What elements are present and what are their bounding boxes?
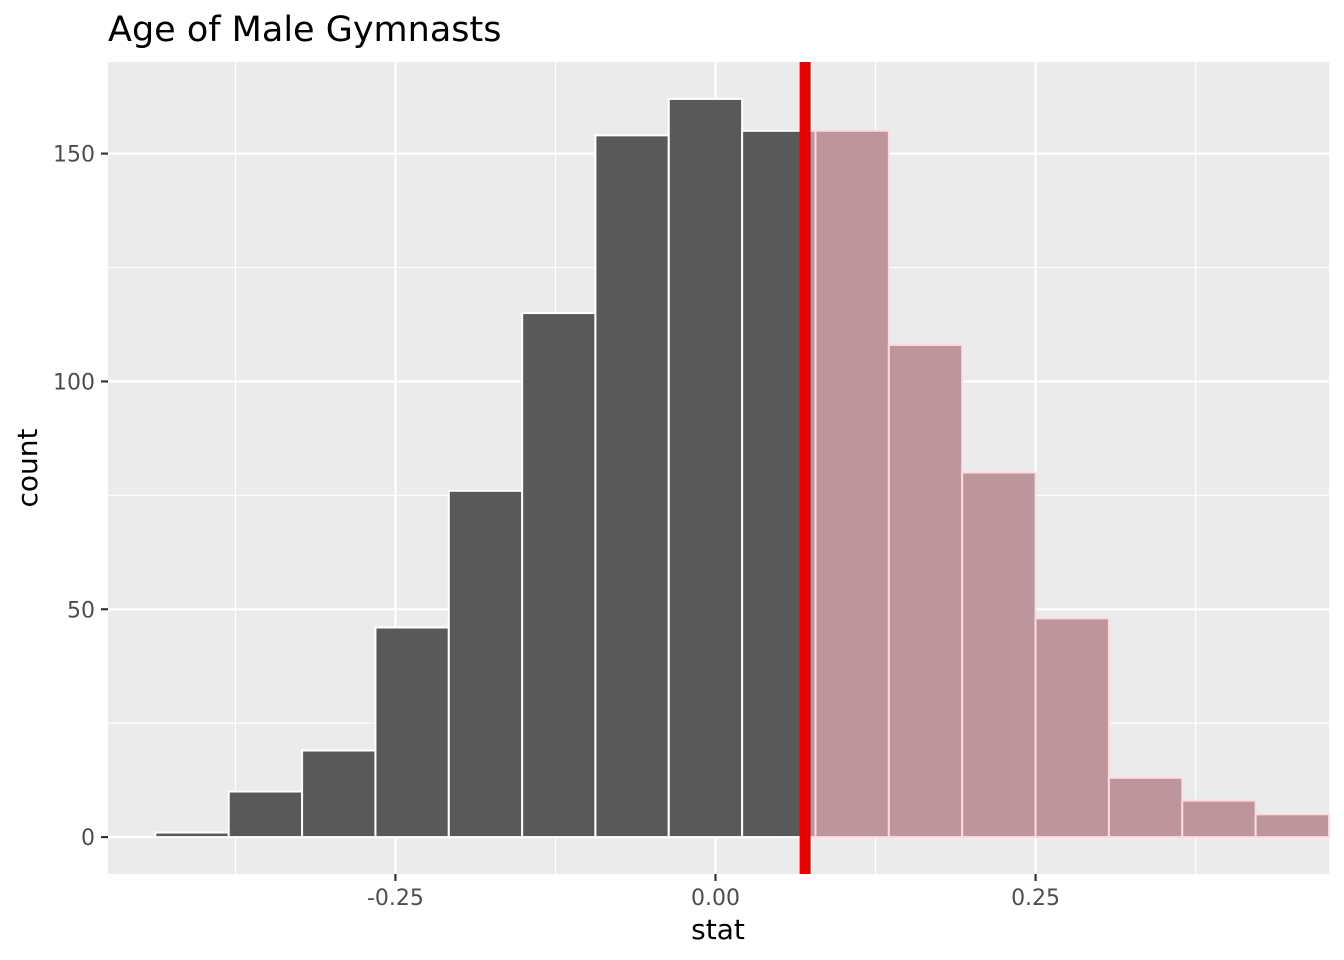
y-tick-label: 100: [53, 370, 95, 395]
histogram-bar: [227, 790, 304, 839]
histogram-bar: [667, 97, 744, 839]
histogram-bar: [521, 312, 597, 839]
shaded-bar: [1181, 799, 1257, 839]
y-axis-title: count: [11, 428, 44, 507]
y-axis: 0 50 100 150: [53, 143, 108, 851]
y-tick-label: 0: [81, 826, 95, 851]
histogram-bar: [301, 749, 377, 839]
y-tick-label: 150: [53, 143, 95, 168]
shaded-bar: [1034, 617, 1110, 839]
x-tick-label: 0.00: [691, 886, 740, 911]
shaded-bar: [814, 129, 890, 839]
histogram-bar: [154, 831, 230, 839]
chart-title: Age of Male Gymnasts: [108, 10, 501, 50]
x-axis: -0.25 0.00 0.25: [367, 874, 1060, 911]
histogram-bar: [594, 134, 670, 839]
shaded-bar: [887, 343, 964, 839]
x-tick-label: -0.25: [367, 886, 424, 911]
shaded-bar: [1254, 813, 1330, 839]
shaded-bar: [961, 471, 1037, 839]
x-axis-title: stat: [691, 913, 745, 946]
histogram-bar: [447, 489, 524, 839]
histogram-bar: [374, 626, 450, 839]
shaded-bar: [1107, 776, 1184, 839]
y-tick-label: 50: [67, 598, 95, 623]
x-tick-label: 0.25: [1011, 886, 1060, 911]
